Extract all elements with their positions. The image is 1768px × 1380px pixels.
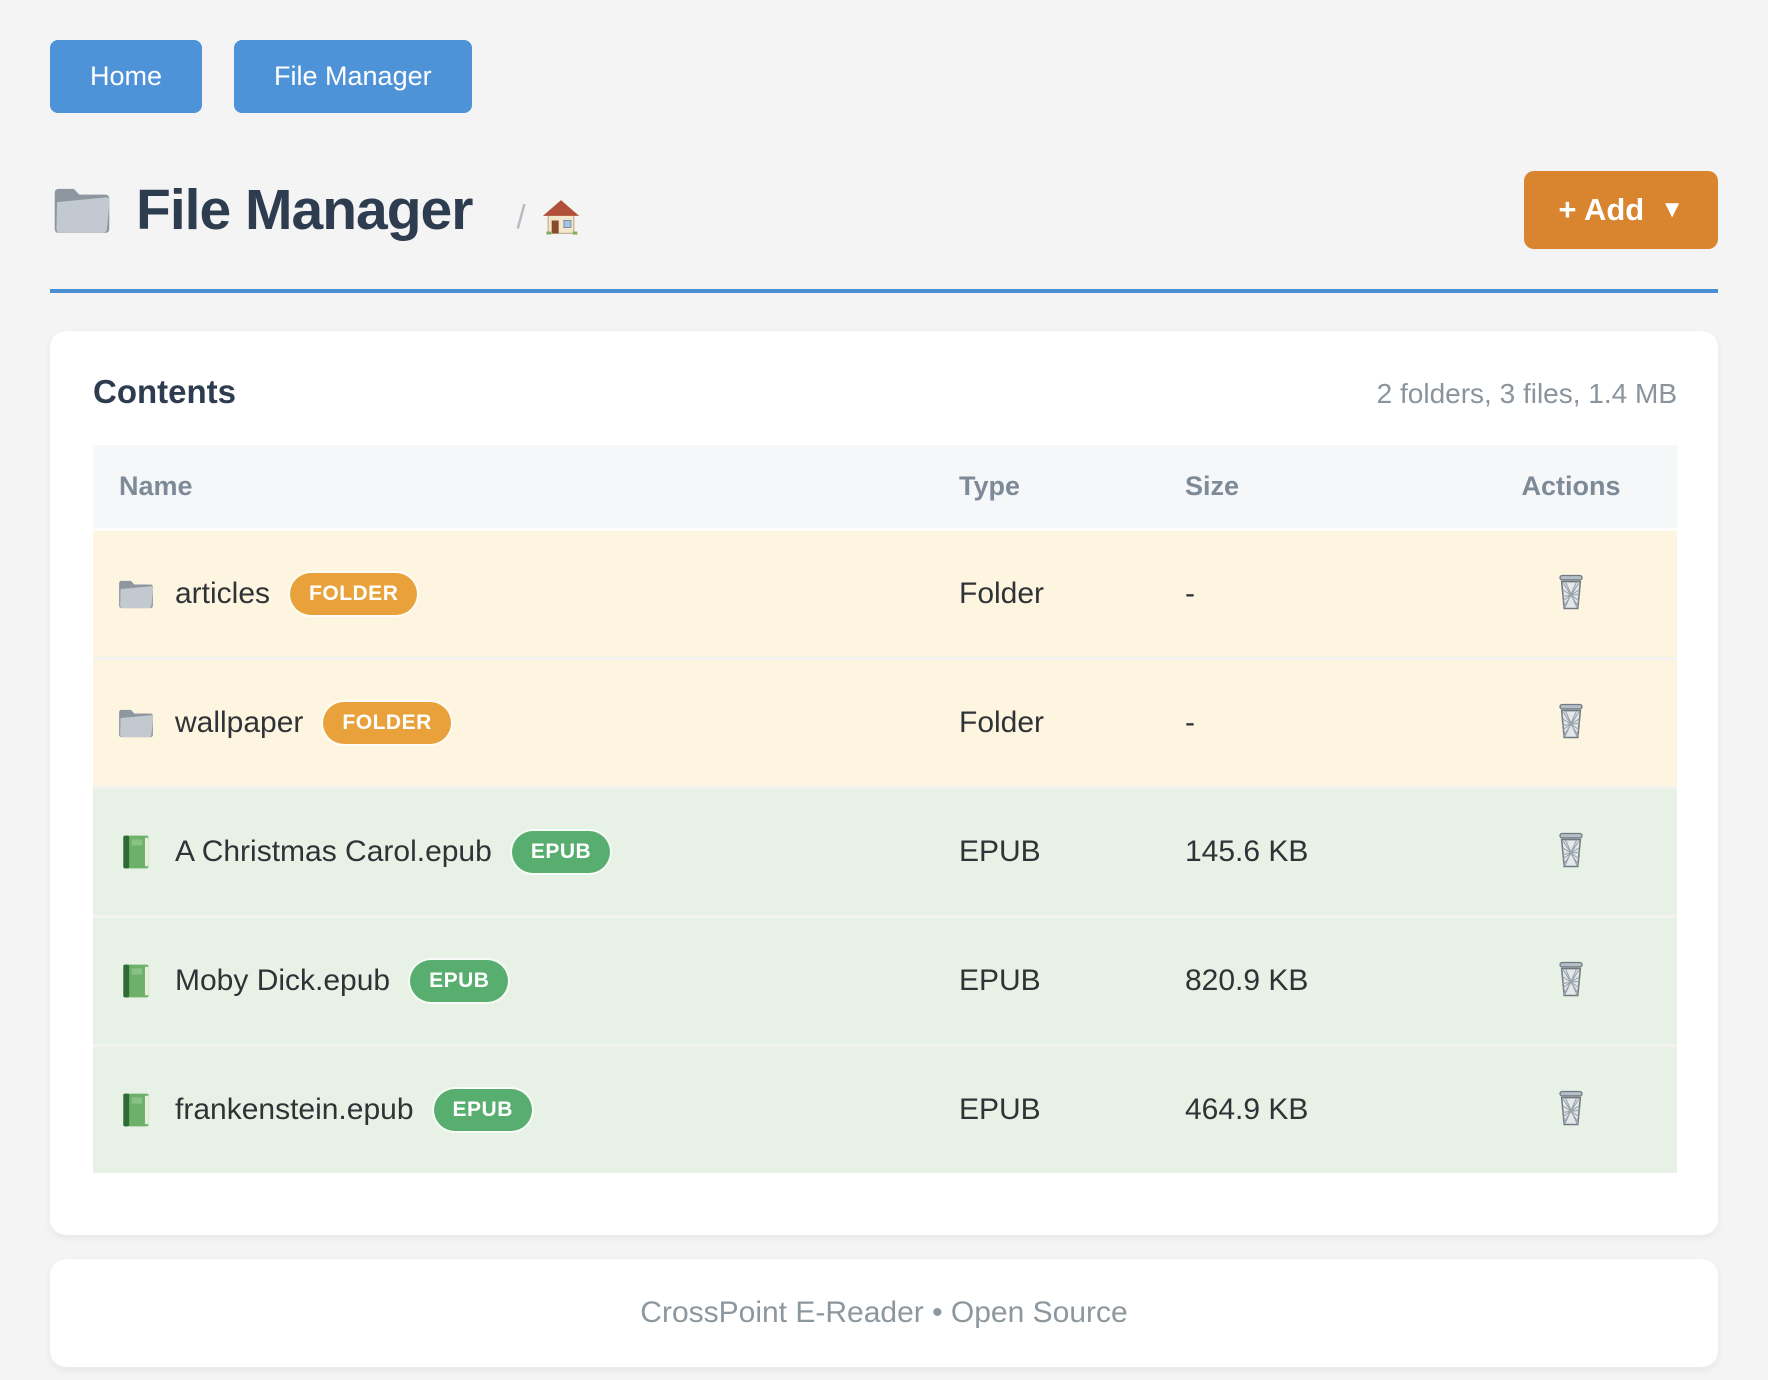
footer-card: CrossPoint E-Reader • Open Source	[50, 1259, 1718, 1367]
column-header-actions: Actions	[1465, 445, 1677, 531]
book-icon	[117, 833, 155, 871]
delete-button[interactable]	[1547, 1082, 1595, 1134]
book-icon	[117, 1091, 155, 1129]
table-row[interactable]: wallpaper FOLDER Folder -	[93, 657, 1677, 788]
file-name[interactable]: wallpaper	[175, 706, 304, 739]
nav-home-button[interactable]: Home	[50, 40, 203, 113]
contents-summary: 2 folders, 3 files, 1.4 MB	[1376, 378, 1677, 409]
delete-button[interactable]	[1547, 953, 1595, 1005]
delete-button[interactable]	[1547, 566, 1595, 618]
book-icon	[117, 962, 155, 1000]
file-name[interactable]: Moby Dick.epub	[175, 964, 391, 997]
header-divider	[50, 289, 1718, 293]
breadcrumb: /	[516, 196, 581, 238]
page-header: File Manager / + Add ▼	[50, 171, 1718, 249]
contents-card-header: Contents 2 folders, 3 files, 1.4 MB	[93, 373, 1677, 411]
file-type: Folder	[959, 657, 1185, 788]
table-row[interactable]: frankenstein.epub EPUB EPUB 464.9 KB	[93, 1044, 1677, 1173]
file-size: 820.9 KB	[1185, 915, 1465, 1046]
file-type: Folder	[959, 577, 1045, 610]
page-title-group: File Manager /	[50, 177, 582, 243]
house-icon[interactable]	[540, 196, 582, 238]
trash-icon	[1551, 699, 1591, 743]
type-badge: EPUB	[410, 960, 509, 1002]
file-size: 145.6 KB	[1185, 786, 1465, 917]
chevron-down-icon: ▼	[1660, 196, 1684, 223]
page-title: File Manager	[136, 178, 473, 242]
column-header-type: Type	[959, 445, 1185, 531]
trash-icon	[1551, 828, 1591, 872]
add-button[interactable]: + Add ▼	[1524, 171, 1718, 249]
footer-text: CrossPoint E-Reader • Open Source	[640, 1296, 1128, 1329]
type-badge: EPUB	[433, 1089, 532, 1131]
nav-file-manager-button[interactable]: File Manager	[234, 40, 472, 113]
file-type: EPUB	[959, 1044, 1185, 1173]
file-name[interactable]: frankenstein.epub	[175, 1093, 414, 1126]
type-badge: EPUB	[511, 831, 611, 873]
file-table-body: articles FOLDER Folder - wallpaper FOLDE…	[93, 529, 1677, 1173]
column-header-size: Size	[1185, 445, 1465, 531]
file-type: EPUB	[959, 786, 1185, 917]
delete-button[interactable]	[1547, 695, 1595, 747]
folder-icon	[117, 575, 155, 613]
trash-icon	[1551, 957, 1591, 1001]
breadcrumb-separator: /	[516, 198, 526, 235]
delete-button[interactable]	[1547, 824, 1595, 876]
contents-card: Contents 2 folders, 3 files, 1.4 MB Name…	[50, 331, 1718, 1235]
breadcrumb-nav: Home File Manager	[50, 40, 1718, 113]
column-header-name: Name	[93, 445, 959, 531]
file-name[interactable]: A Christmas Carol.epub	[175, 835, 492, 868]
add-button-label: + Add	[1558, 192, 1645, 227]
trash-icon	[1551, 570, 1591, 614]
file-name[interactable]: articles	[175, 577, 271, 610]
type-badge: FOLDER	[290, 573, 418, 615]
file-table: Name Type Size Actions articles FOLDER F…	[93, 445, 1677, 1173]
table-row[interactable]: Moby Dick.epub EPUB EPUB 820.9 KB	[93, 915, 1677, 1046]
type-badge: FOLDER	[323, 702, 451, 744]
folder-icon	[117, 704, 155, 742]
file-size: 464.9 KB	[1185, 1044, 1465, 1173]
table-row[interactable]: A Christmas Carol.epub EPUB EPUB 145.6 K…	[93, 786, 1677, 917]
folder-icon	[50, 181, 114, 239]
file-size: -	[1185, 657, 1465, 788]
file-table-header: Name Type Size Actions	[93, 445, 1677, 531]
trash-icon	[1551, 1086, 1591, 1130]
file-type: EPUB	[959, 915, 1185, 1046]
file-size: -	[1185, 577, 1195, 610]
table-row[interactable]: articles FOLDER Folder -	[93, 529, 1677, 659]
contents-title: Contents	[93, 373, 236, 410]
